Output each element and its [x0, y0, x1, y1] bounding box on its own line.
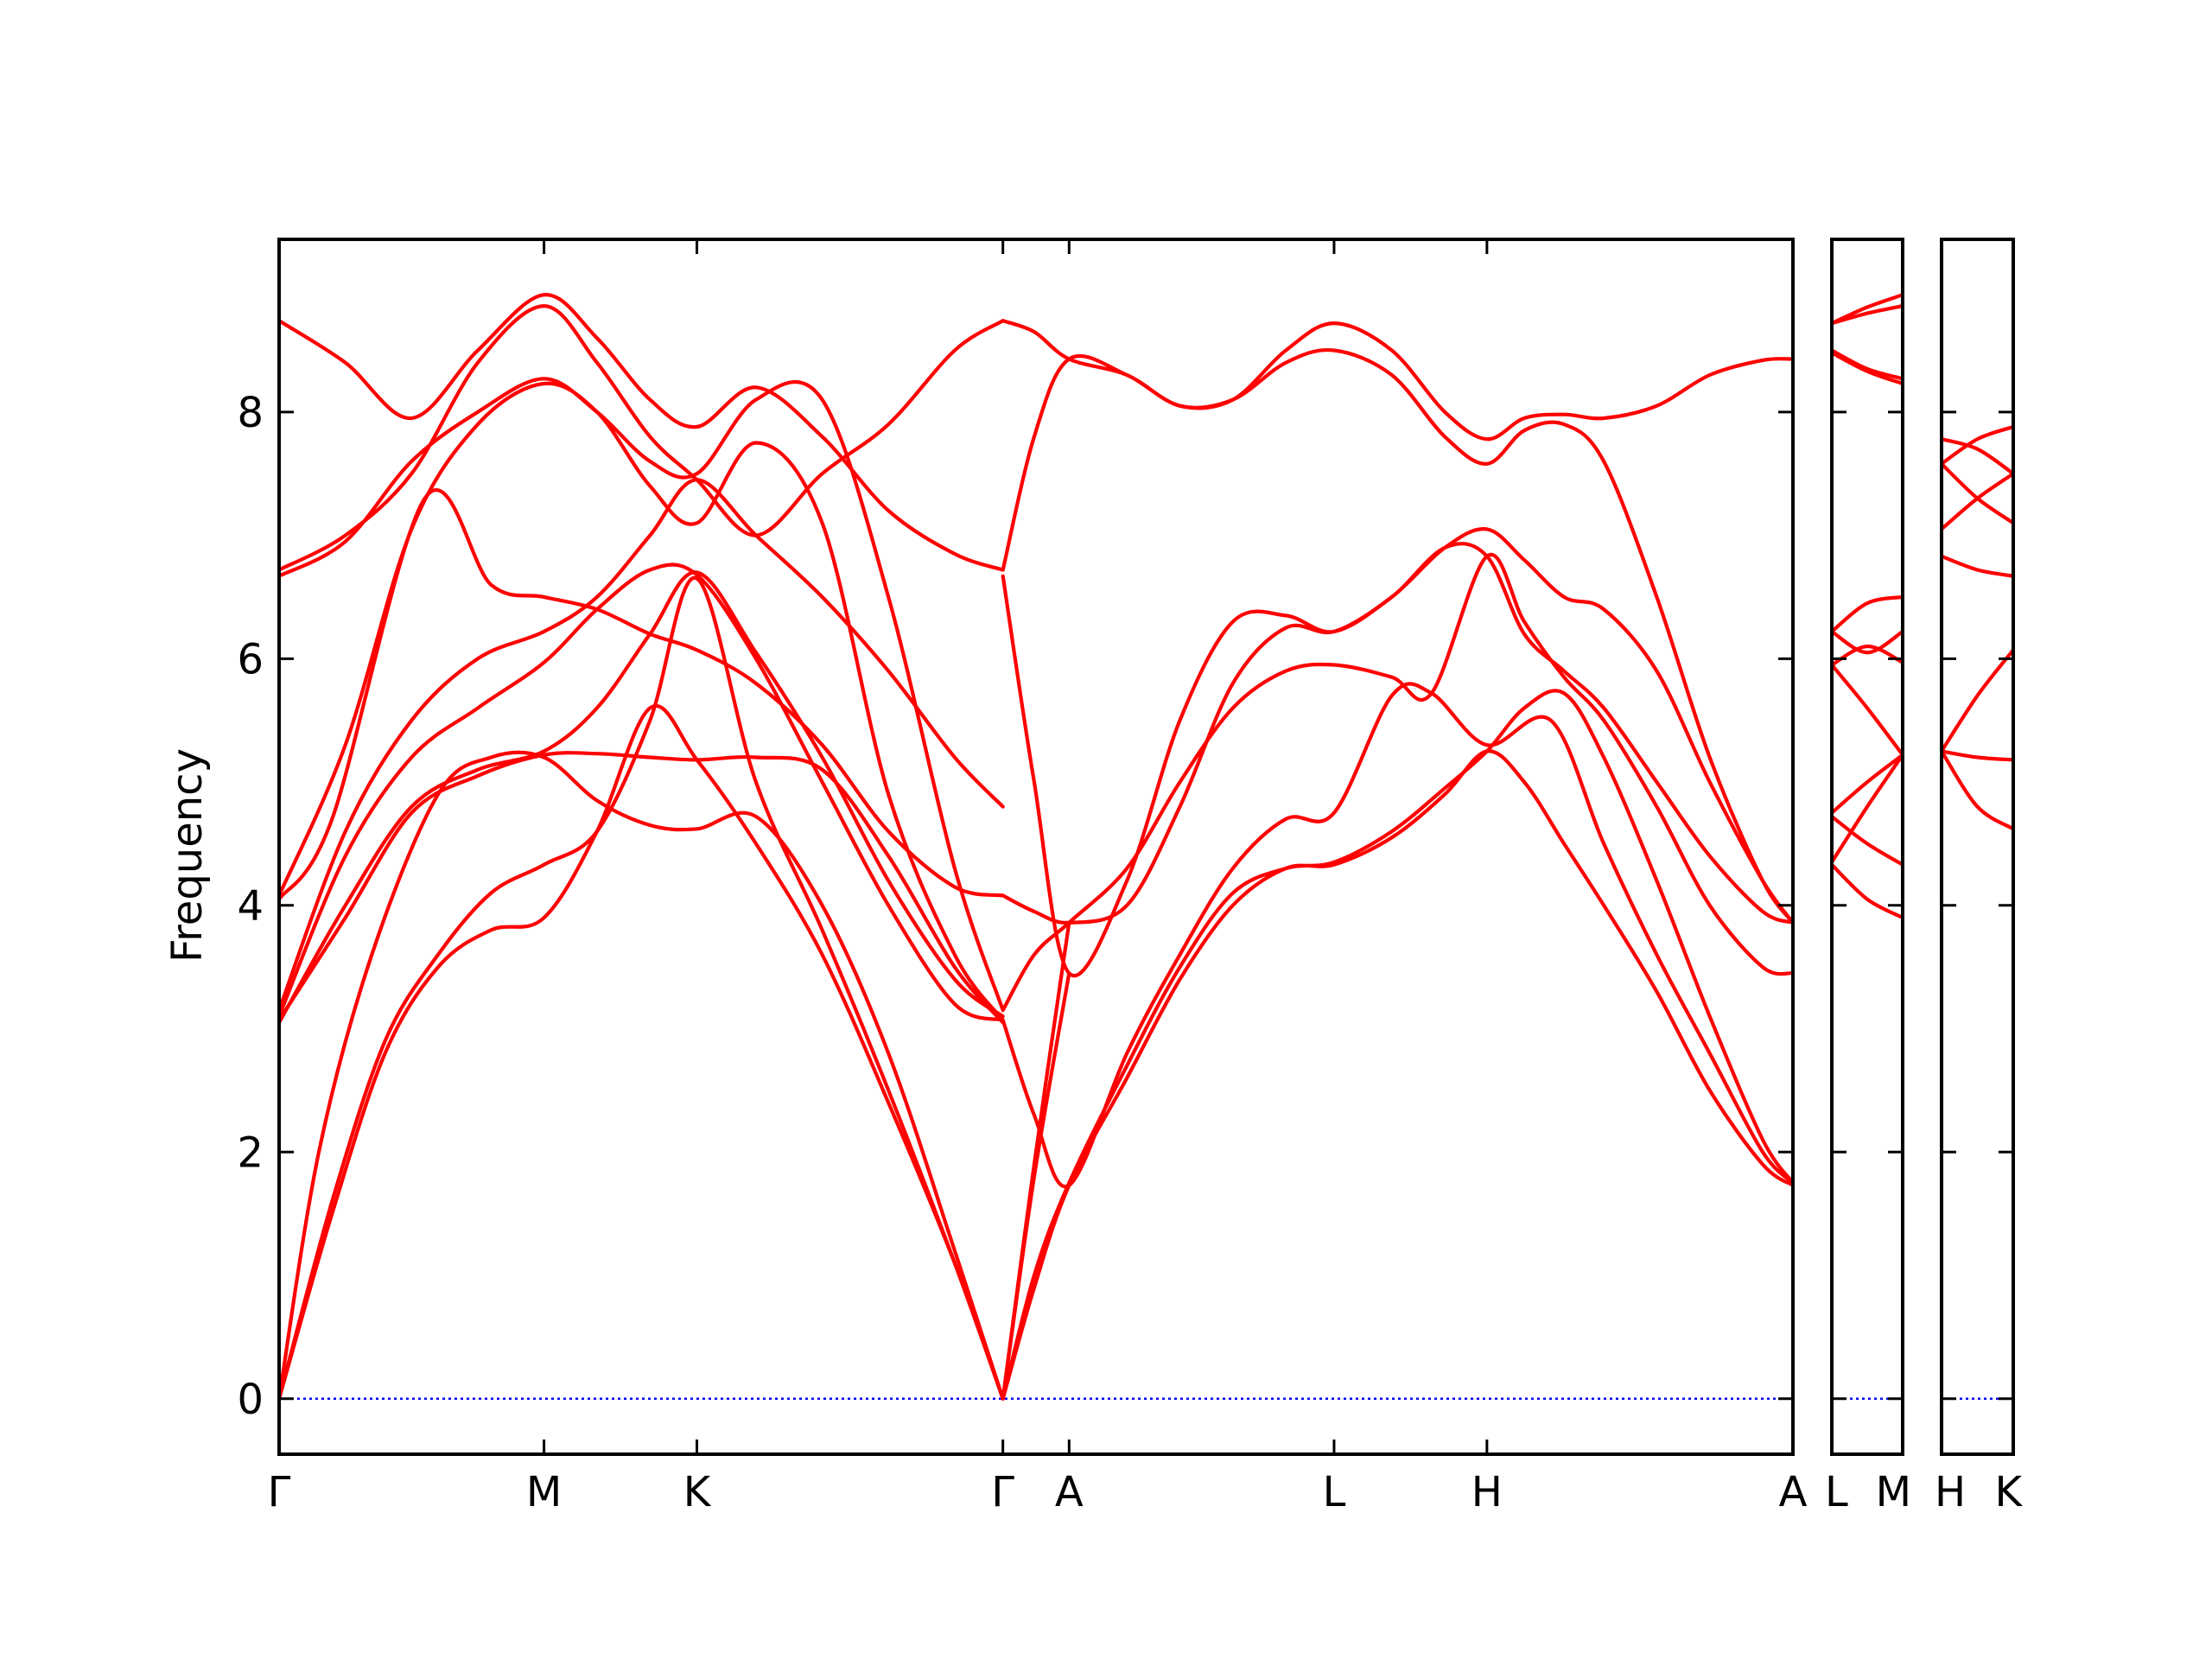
band-line — [279, 563, 1005, 1022]
band-line — [1942, 749, 2013, 831]
band-line — [1832, 663, 1903, 757]
band-line — [1832, 351, 1903, 386]
y-tick-label: 6 — [237, 635, 264, 683]
band-line — [1832, 814, 1903, 867]
band-line — [279, 293, 1005, 572]
band-line — [1001, 749, 1793, 1401]
band-line — [1001, 347, 1793, 925]
band-line — [279, 750, 1005, 1401]
band-line — [1942, 648, 2013, 753]
band-line — [1832, 862, 1903, 920]
band-line — [1942, 437, 2013, 476]
band-line — [1942, 554, 2013, 578]
band-line — [1001, 682, 1793, 1189]
band-line — [1832, 753, 1903, 815]
band-line — [279, 704, 1005, 1401]
x-tick-label: A — [1779, 1468, 1808, 1516]
x-tick-label: Γ — [991, 1468, 1014, 1516]
band-line — [279, 488, 1005, 901]
x-tick-label: Γ — [268, 1468, 291, 1516]
band-line — [1832, 348, 1903, 381]
band-line — [279, 304, 1005, 572]
band-line — [279, 377, 1005, 1013]
x-tick-label: L — [1323, 1468, 1346, 1516]
band-line — [1942, 749, 2013, 762]
band-line — [1942, 424, 2013, 466]
band-lines — [1942, 424, 2013, 831]
band-line — [1001, 552, 1793, 1013]
panel-frame — [1940, 238, 2015, 1456]
band-line — [1832, 629, 1903, 655]
panel-frame — [277, 238, 1795, 1456]
band-line — [1832, 594, 1903, 633]
x-tick-label: H — [1471, 1468, 1503, 1516]
x-tick-label: H — [1935, 1468, 1966, 1516]
x-tick-label: M — [526, 1468, 562, 1516]
panel-frame — [1830, 238, 1904, 1456]
band-line — [1832, 753, 1903, 864]
x-tick-label: A — [1055, 1468, 1084, 1516]
x-tick-label: L — [1825, 1468, 1848, 1516]
band-line — [279, 575, 1005, 1401]
band-line — [1001, 542, 1793, 925]
y-axis-label: Frequency — [163, 748, 212, 963]
y-tick-label: 0 — [237, 1376, 264, 1424]
band-line — [1832, 304, 1903, 326]
band-line — [279, 751, 1005, 1025]
band-line — [1001, 971, 1071, 1401]
band-line — [279, 381, 1005, 1022]
x-tick-label: K — [683, 1468, 712, 1516]
band-line — [1942, 461, 2013, 525]
y-tick-label: 4 — [237, 882, 264, 931]
band-line — [279, 478, 1005, 1013]
x-tick-label: M — [1876, 1468, 1911, 1516]
band-lines — [1832, 293, 1903, 920]
y-tick-label: 2 — [237, 1128, 264, 1177]
band-line — [279, 570, 1005, 1025]
band-line — [1942, 472, 2013, 531]
band-line — [1832, 644, 1903, 667]
y-tick-label: 8 — [237, 389, 264, 437]
band-lines — [279, 293, 1793, 1401]
band-line — [1001, 689, 1793, 1401]
x-tick-label: K — [1995, 1468, 2024, 1516]
